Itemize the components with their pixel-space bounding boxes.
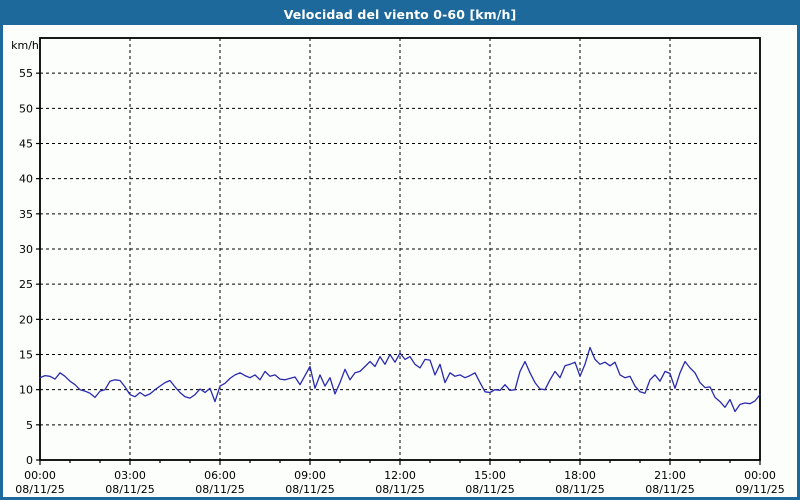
y-tick-label: 15 bbox=[19, 349, 33, 362]
y-tick-label: 45 bbox=[19, 138, 33, 151]
x-tick-date-label: 08/11/25 bbox=[15, 483, 64, 496]
plot-frame bbox=[39, 37, 761, 461]
title-bar: Velocidad del viento 0-60 [km/h] bbox=[3, 3, 797, 25]
x-tick-time-label: 00:00 bbox=[24, 469, 56, 482]
wind-speed-chart: km/h 051015202530354045505500:0008/11/25… bbox=[11, 37, 785, 496]
y-tick-label: 55 bbox=[19, 67, 33, 80]
x-tick-date-label: 09/11/25 bbox=[735, 483, 784, 496]
x-tick-date-label: 08/11/25 bbox=[195, 483, 244, 496]
x-tick-time-label: 15:00 bbox=[474, 469, 506, 482]
x-tick-date-label: 08/11/25 bbox=[645, 483, 694, 496]
y-tick-label: 20 bbox=[19, 313, 33, 326]
x-tick-time-label: 12:00 bbox=[384, 469, 416, 482]
x-tick-time-label: 18:00 bbox=[564, 469, 596, 482]
y-tick-label: 25 bbox=[19, 278, 33, 291]
wind-speed-line bbox=[39, 346, 761, 413]
y-tick-label: 40 bbox=[19, 173, 33, 186]
x-tick-time-label: 03:00 bbox=[114, 469, 146, 482]
x-tick-time-label: 00:00 bbox=[744, 469, 776, 482]
x-tick-time-label: 21:00 bbox=[654, 469, 686, 482]
y-tick-label: 10 bbox=[19, 384, 33, 397]
x-tick-time-label: 09:00 bbox=[294, 469, 326, 482]
chart-title: Velocidad del viento 0-60 [km/h] bbox=[283, 6, 517, 22]
x-tick-time-label: 06:00 bbox=[204, 469, 236, 482]
y-axis-unit-label: km/h bbox=[11, 39, 39, 52]
x-tick-date-label: 08/11/25 bbox=[555, 483, 604, 496]
x-tick-date-label: 08/11/25 bbox=[465, 483, 514, 496]
y-tick-label: 0 bbox=[26, 454, 33, 467]
x-tick-date-label: 08/11/25 bbox=[375, 483, 424, 496]
y-tick-label: 50 bbox=[19, 102, 33, 115]
y-tick-label: 30 bbox=[19, 243, 33, 256]
y-tick-label: 35 bbox=[19, 208, 33, 221]
y-tick-label: 5 bbox=[26, 419, 33, 432]
x-tick-date-label: 08/11/25 bbox=[285, 483, 334, 496]
x-tick-date-label: 08/11/25 bbox=[105, 483, 154, 496]
